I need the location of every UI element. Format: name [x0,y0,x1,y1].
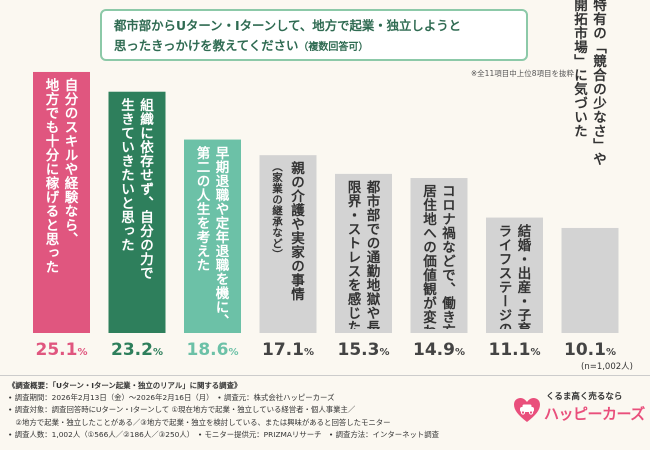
items-note: ※全11項目中上位8項目を抜粋 [470,69,574,78]
value-label-5: 15.3% [338,340,390,360]
brand-tagline: くるま高く売るなら [546,392,623,402]
brand-logo: くるま高く売るなら ハッピーカーズ [508,387,646,437]
sample-size-label: (n=1,002人) [581,362,633,372]
bar-3 [184,139,241,333]
bar-label-3: 早期退職や定年退職を機に、 第二の人生を考えた [193,145,229,328]
survey-line-period: • 調査期間：2026年2月13日（金）〜2026年2月16日（月） • 調査元… [8,393,335,403]
bar-label-1: 自分のスキルや経験なら、 地方でも十分に稼げると思った [42,77,78,274]
chart-title-line1: 都市部からUターン・Iターンして、地方で起業・独立しようと [114,18,461,33]
value-label-2: 23.2% [111,340,163,360]
bar-label-4: 親の介護や実家の事情 （家業の継承など） [271,161,304,302]
value-label-8: 10.1% [564,340,616,360]
bar-chart: 自分のスキルや経験なら、 地方でも十分に稼げると思った 25.1% 組織に依存せず、… [33,0,619,360]
value-label-7: 11.1% [489,340,541,360]
bar-label-7: 結婚・出産・子育てなど、 ライフステージの変化 [495,223,531,329]
value-label-1: 25.1% [36,340,88,360]
survey-line-target-cont: ②地方で起業・独立したことがある／③地方で起業・独立を検討している、または興味が… [8,417,391,427]
title-box: 都市部からUターン・Iターンして、地方で起業・独立しようと 思ったきっかけを教え… [100,9,528,61]
bar-4 [259,155,317,333]
bar-1 [33,71,90,334]
bar-2 [108,91,166,333]
chart-title-line2: 思ったきっかけを教えてください（複数回答可） [114,36,518,58]
car-heart-logo-icon [514,398,540,422]
divider [0,375,650,376]
survey-head: 《調査概要：「Uターン・Iターン起業・独立のリアル」に関する調査》 [8,381,242,390]
survey-line-count: • 調査人数：1,002人（①566人／②186人／③250人） • モニター提… [8,429,440,439]
bar-label-5: 都市部での通勤地獄や長時間労働に 限界・ストレスを感じた [344,179,380,329]
bar-6 [410,178,468,333]
survey-line-target: • 調査対象：調査回答時にUターン・Iターンして ①現在地方で起業・独立している… [8,405,356,415]
value-label-6: 14.9% [413,340,465,360]
bar-label-8: 地方特有の「競合の少なさ」や 「未開拓市場」に気づいた [571,0,606,166]
bar-label-6: コロナ禍などで、働き方や 居住地への価値観が変わった [420,184,455,329]
bar-label-2: 組織に依存せず、自分の力で 生きていきたいと思った [118,97,153,280]
bar-8 [561,227,619,333]
value-label-3: 18.6% [187,340,239,360]
chart-title-line2-main: 思ったきっかけを教えてください [114,38,299,53]
bar-7 [486,217,543,333]
chart-title-note: （複数回答可） [298,42,369,53]
survey-overview: 《調査概要：「Uターン・Iターン起業・独立のリアル」に関する調査》 • 調査期間… [8,380,439,441]
bar-5 [335,173,392,333]
value-label-4: 17.1% [262,340,314,360]
brand-name: ハッピーカーズ [544,405,645,423]
